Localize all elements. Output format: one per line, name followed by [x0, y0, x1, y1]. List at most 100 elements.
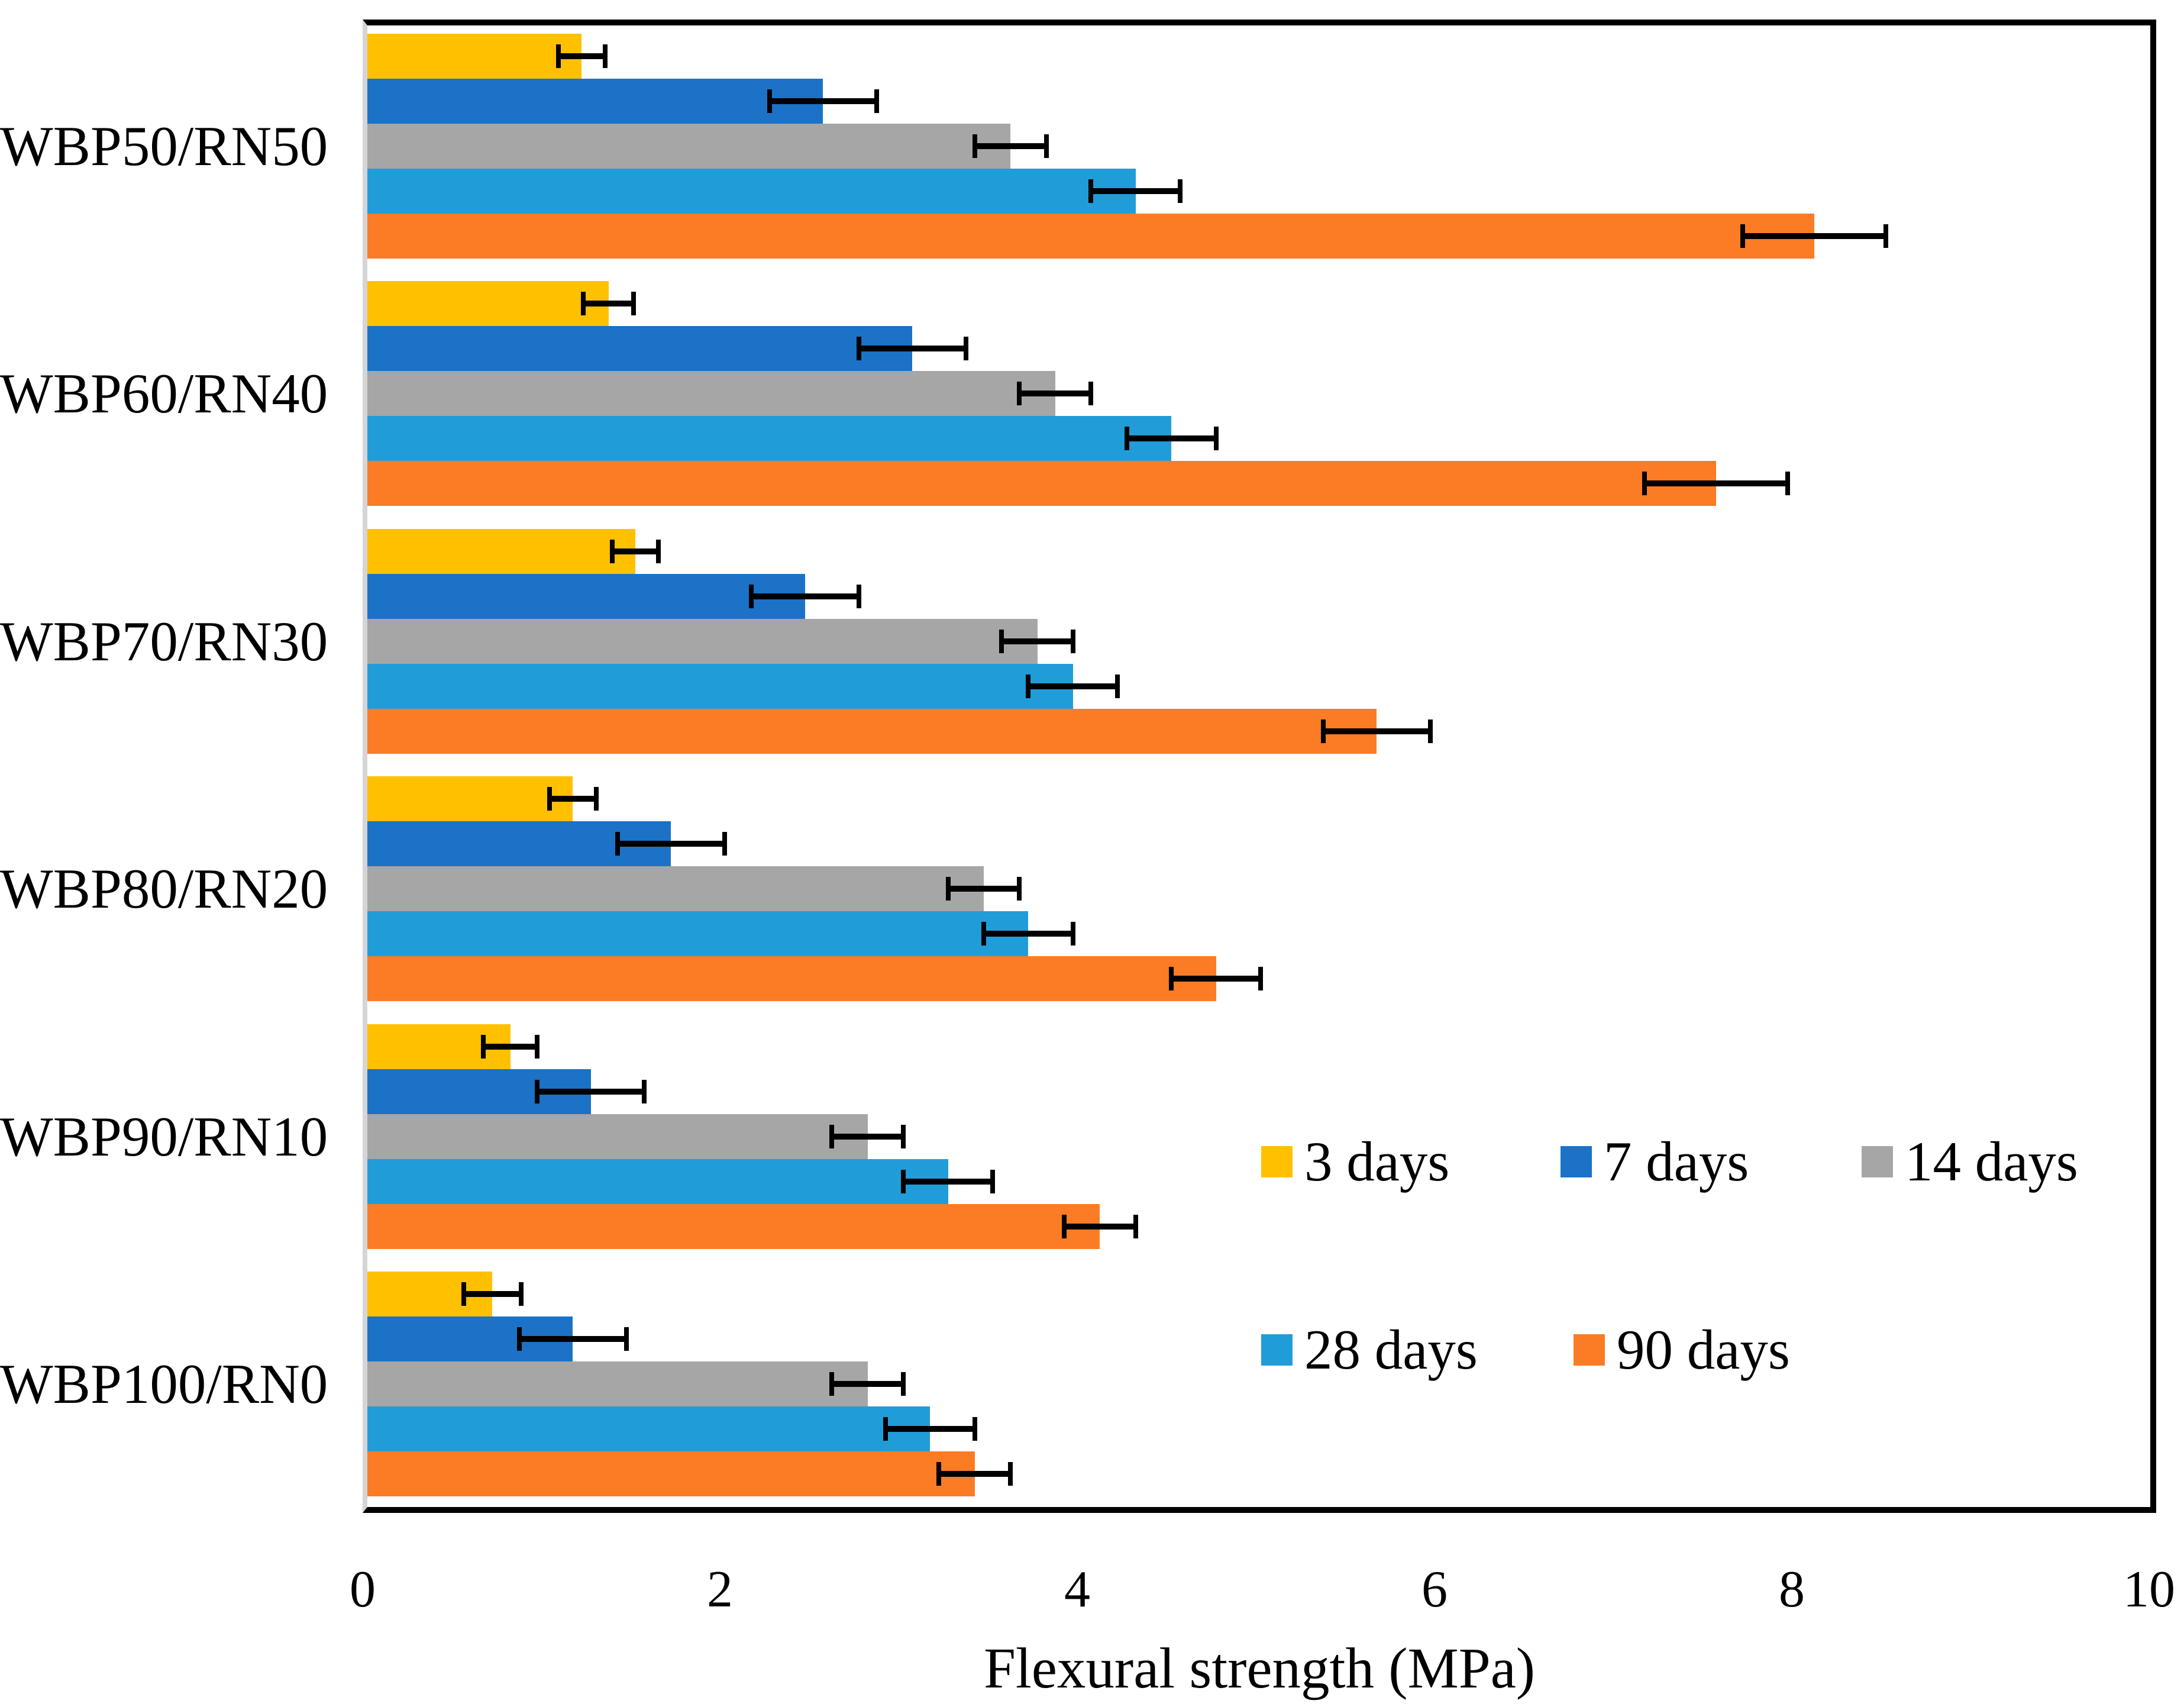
error-bar-line	[550, 796, 596, 802]
bar	[367, 1203, 1100, 1249]
category-label: WBP80/RN20	[0, 857, 328, 921]
error-bar-cap	[1427, 719, 1433, 743]
bar	[367, 79, 823, 124]
error-bar-cap	[1061, 1214, 1067, 1238]
error-bar-cap	[481, 1034, 486, 1059]
error-bar-line	[1323, 728, 1430, 734]
bar	[367, 34, 582, 79]
legend-label: 28 days	[1304, 1318, 1478, 1381]
plot-inner	[367, 25, 2150, 1507]
error-bar-cap	[534, 1034, 539, 1059]
error-bar-cap	[901, 1372, 906, 1396]
bar	[367, 708, 1377, 754]
error-bar-line	[483, 1043, 537, 1050]
error-bar-cap	[1642, 472, 1647, 496]
error-bar-cap	[972, 134, 977, 158]
error-bar-cap	[945, 877, 951, 901]
error-bar-cap	[461, 1282, 467, 1306]
legend-swatch	[1261, 1146, 1293, 1177]
bar	[367, 371, 1055, 417]
error-bar-cap	[556, 44, 561, 68]
error-bar-line	[769, 98, 877, 104]
error-bar-cap	[990, 1169, 995, 1193]
error-bar-line	[903, 1178, 993, 1185]
error-bar-cap	[642, 1079, 647, 1103]
error-bar-cap	[856, 584, 861, 608]
error-bar-cap	[1740, 224, 1746, 248]
error-bar-line	[1743, 233, 1886, 239]
error-bar-cap	[534, 1079, 539, 1103]
error-bar-cap	[1320, 719, 1326, 743]
bar	[367, 169, 1136, 214]
legend-label: 90 days	[1617, 1318, 1790, 1381]
error-bar-cap	[656, 539, 661, 563]
error-bar-line	[537, 1088, 645, 1095]
bar	[367, 573, 805, 619]
x-tick-label: 0	[350, 1561, 376, 1618]
error-bar-line	[612, 548, 659, 554]
error-bar-cap	[518, 1282, 524, 1306]
x-tick-label: 4	[1064, 1561, 1090, 1618]
bar	[367, 1159, 948, 1204]
error-bar-line	[464, 1291, 521, 1297]
bar	[367, 776, 573, 822]
error-bar-cap	[1017, 382, 1022, 406]
category-label: WBP70/RN30	[0, 609, 328, 673]
error-bar-cap	[767, 89, 772, 113]
error-bar-cap	[972, 1417, 977, 1441]
error-bar-cap	[999, 629, 1004, 653]
bar	[367, 1406, 931, 1451]
error-bar-cap	[901, 1124, 906, 1148]
legend-swatch	[1561, 1146, 1592, 1177]
error-bar-cap	[1133, 1214, 1138, 1238]
error-bar-cap	[1043, 134, 1049, 158]
error-bar-cap	[1026, 674, 1031, 698]
error-bar-line	[939, 1471, 1011, 1477]
error-bar-line	[1019, 391, 1091, 397]
error-bar-cap	[615, 832, 620, 856]
bar	[367, 866, 984, 912]
error-bar-cap	[963, 337, 968, 361]
bar	[367, 956, 1216, 1002]
error-bar-cap	[1088, 179, 1094, 203]
error-bar-line	[1126, 435, 1216, 442]
error-bar-line	[1171, 976, 1261, 982]
error-bar-cap	[593, 787, 599, 811]
error-bar-cap	[883, 1417, 888, 1441]
bar	[367, 461, 1717, 506]
x-tick-label: 10	[2123, 1561, 2175, 1618]
error-bar-line	[1064, 1223, 1136, 1230]
error-bar-cap	[856, 337, 861, 361]
error-bar-cap	[1115, 674, 1120, 698]
x-tick-label: 8	[1779, 1561, 1805, 1618]
error-bar-cap	[631, 292, 636, 316]
error-bar-cap	[1213, 427, 1219, 451]
error-bar-cap	[936, 1462, 942, 1486]
category-label: WBP50/RN50	[0, 115, 328, 178]
error-bar-line	[1091, 188, 1181, 194]
category-label: WBP60/RN40	[0, 362, 328, 425]
error-bar-line	[1028, 683, 1118, 689]
error-bar-line	[974, 143, 1046, 149]
bar	[367, 214, 1815, 259]
bar	[367, 326, 913, 372]
error-bar-cap	[901, 1169, 906, 1193]
error-bar-cap	[1178, 179, 1183, 203]
error-bar-cap	[623, 1327, 629, 1351]
error-bar-cap	[981, 922, 986, 946]
error-bar-cap	[1070, 629, 1075, 653]
error-bar-cap	[1088, 382, 1094, 406]
bar	[367, 911, 1029, 957]
category-label: WBP90/RN10	[0, 1105, 328, 1168]
error-bar-line	[983, 931, 1073, 937]
error-bar-cap	[1008, 1462, 1013, 1486]
error-bar-line	[832, 1381, 903, 1387]
bar	[367, 663, 1073, 709]
legend-swatch	[1574, 1334, 1605, 1366]
error-bar-cap	[1124, 427, 1129, 451]
bar	[367, 416, 1171, 462]
error-bar-cap	[609, 539, 615, 563]
error-bar-cap	[722, 832, 727, 856]
error-bar-cap	[829, 1372, 835, 1396]
error-bar-line	[832, 1133, 903, 1140]
